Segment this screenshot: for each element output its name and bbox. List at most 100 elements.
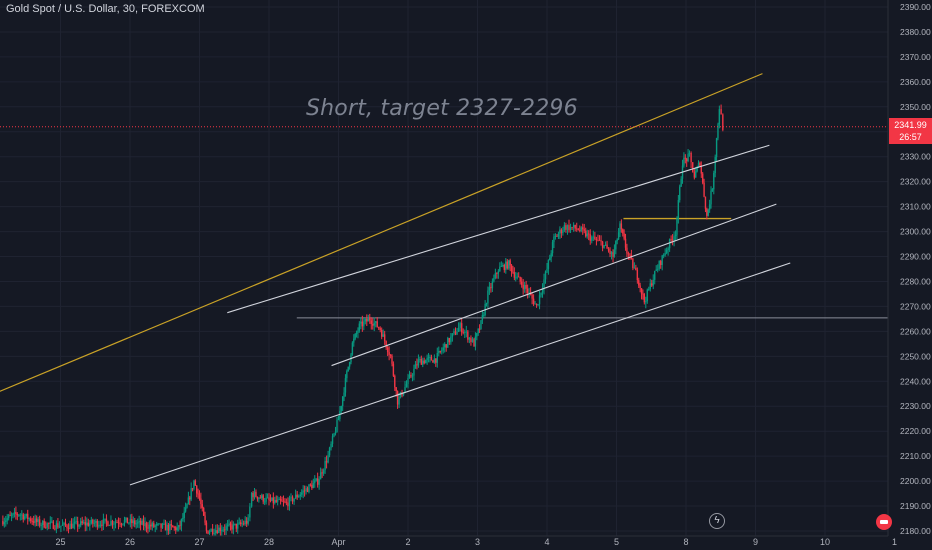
candle-body bbox=[699, 162, 701, 166]
candle-body bbox=[285, 501, 288, 503]
time-axis[interactable]: 25 26 27 28 Apr 2 3 4 5 8 9 10 1 bbox=[0, 535, 932, 550]
candle-body bbox=[219, 527, 222, 532]
price-axis-label: 2240.00 bbox=[900, 376, 931, 386]
candle-body bbox=[309, 484, 312, 486]
candle-body bbox=[568, 225, 570, 231]
candle-body bbox=[554, 235, 557, 237]
candle-body bbox=[436, 352, 438, 363]
candle-body bbox=[679, 186, 681, 201]
candle-body bbox=[360, 321, 362, 324]
candle-body bbox=[457, 327, 460, 332]
candle-body bbox=[470, 337, 472, 343]
candle-body bbox=[635, 267, 637, 271]
candle-body bbox=[369, 318, 371, 321]
candle-body bbox=[382, 334, 384, 337]
candle-body bbox=[189, 497, 191, 500]
candle-body bbox=[172, 525, 174, 528]
candle-body bbox=[102, 519, 105, 526]
candle-body bbox=[388, 352, 390, 355]
price-axis-label: 2360.00 bbox=[900, 77, 931, 87]
candle-body bbox=[550, 253, 552, 258]
candle-body bbox=[487, 290, 489, 304]
candle-body bbox=[518, 276, 520, 278]
candle-body bbox=[156, 523, 158, 526]
candle-body bbox=[643, 294, 645, 303]
candle-body bbox=[258, 497, 260, 499]
candle-body bbox=[414, 364, 417, 369]
candle-body bbox=[460, 323, 463, 333]
candle-body bbox=[615, 240, 617, 250]
candle-body bbox=[546, 268, 548, 272]
candle-body bbox=[708, 204, 711, 210]
candle-body bbox=[90, 519, 93, 524]
candle-body bbox=[196, 485, 198, 494]
candle-body bbox=[408, 374, 411, 378]
candle-body bbox=[454, 331, 457, 335]
candle-body bbox=[252, 493, 254, 498]
candle-body bbox=[616, 239, 618, 241]
candle-body bbox=[160, 523, 162, 528]
channel-trendline[interactable] bbox=[331, 203, 777, 367]
candle-body bbox=[444, 344, 446, 348]
candle-body bbox=[585, 230, 587, 237]
candle-body bbox=[303, 490, 306, 492]
trade-annotation[interactable]: Short, target 2327-2296 bbox=[306, 96, 578, 121]
candle-body bbox=[129, 518, 132, 523]
candle-body bbox=[483, 315, 485, 316]
candle-body bbox=[435, 358, 437, 363]
candle-body bbox=[45, 527, 47, 529]
candle-body bbox=[367, 318, 369, 322]
candle-body bbox=[190, 488, 192, 500]
candle-body bbox=[21, 514, 23, 516]
candle-body bbox=[293, 498, 295, 502]
price-axis[interactable]: 2390.002380.002370.002360.002350.002340.… bbox=[887, 0, 932, 550]
candle-body bbox=[298, 496, 300, 498]
candle-body bbox=[468, 337, 471, 340]
candle-body bbox=[221, 530, 223, 532]
price-axis-label: 2390.00 bbox=[900, 2, 931, 12]
time-axis-label: 27 bbox=[194, 537, 204, 547]
candle-body bbox=[308, 484, 310, 492]
candle-body bbox=[301, 492, 303, 495]
tradingview-logo-icon[interactable] bbox=[876, 514, 892, 530]
candle-body bbox=[30, 518, 32, 521]
candle-body bbox=[540, 292, 542, 296]
candle-body bbox=[170, 524, 173, 526]
time-axis-label: 3 bbox=[475, 537, 480, 547]
lightning-icon[interactable]: ϟ bbox=[709, 513, 725, 529]
candle-body bbox=[633, 267, 636, 269]
candle-body bbox=[141, 520, 143, 525]
candle-body bbox=[198, 494, 201, 499]
channel-trendline[interactable] bbox=[129, 262, 791, 486]
candle-body bbox=[422, 360, 424, 365]
candle-body bbox=[668, 239, 671, 249]
candle-body bbox=[619, 223, 621, 233]
candle-body bbox=[139, 520, 142, 525]
candle-body bbox=[93, 522, 96, 524]
candle-body bbox=[649, 283, 651, 290]
candle-body bbox=[600, 240, 602, 242]
channel-trendline[interactable] bbox=[227, 144, 770, 314]
candle-body bbox=[478, 328, 481, 330]
candle-body bbox=[391, 355, 393, 364]
candle-body bbox=[318, 479, 320, 485]
candle-body bbox=[623, 233, 625, 239]
candle-body bbox=[114, 522, 117, 524]
candle-body bbox=[116, 522, 118, 523]
candle-body bbox=[557, 233, 560, 237]
time-axis-bg bbox=[0, 536, 932, 550]
candle-body bbox=[61, 524, 64, 526]
candle-body bbox=[606, 244, 608, 249]
candle-body bbox=[247, 517, 249, 524]
candle-body bbox=[549, 257, 551, 261]
candle-body bbox=[610, 252, 613, 255]
candle-body bbox=[173, 527, 175, 529]
candle-body bbox=[354, 333, 356, 339]
candle-body bbox=[153, 523, 155, 527]
candle-body bbox=[276, 499, 279, 502]
price-axis-label: 2220.00 bbox=[900, 426, 931, 436]
candle-body bbox=[659, 261, 662, 266]
candle-body bbox=[594, 236, 596, 240]
upper-channel-trendline[interactable] bbox=[0, 73, 763, 395]
